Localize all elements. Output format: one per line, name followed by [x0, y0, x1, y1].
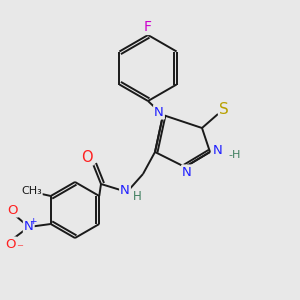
Text: ⁻: ⁻ [16, 242, 23, 256]
Text: F: F [144, 20, 152, 34]
Text: N: N [182, 166, 192, 178]
Text: +: + [29, 218, 37, 226]
Text: H: H [133, 190, 141, 203]
Text: CH₃: CH₃ [21, 186, 42, 196]
Text: S: S [219, 103, 229, 118]
Text: N: N [24, 220, 34, 233]
Text: N: N [120, 184, 130, 196]
Text: -H: -H [228, 150, 240, 160]
Text: O: O [81, 149, 93, 164]
Text: O: O [5, 238, 16, 250]
Text: N: N [213, 143, 223, 157]
Text: O: O [8, 203, 18, 217]
Text: N: N [154, 106, 164, 118]
